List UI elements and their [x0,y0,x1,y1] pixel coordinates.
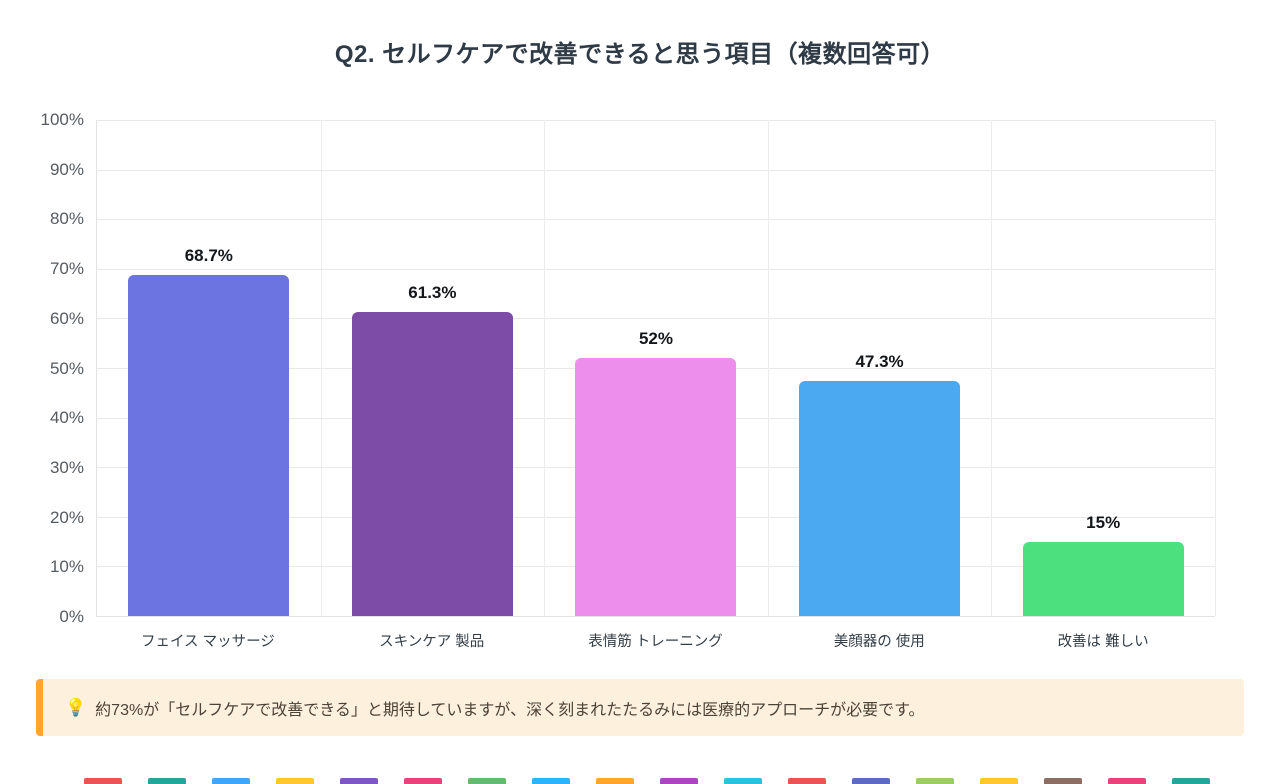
gridline-vertical [544,120,546,616]
gridline-vertical [767,120,769,616]
bars: 68.7% 61.3% 52% 47.3% 15% [97,120,1215,616]
y-tick-label: 90% [49,159,84,179]
strip-segment [276,778,314,784]
bar-value-label: 47.3% [855,352,904,372]
y-tick-label: 0% [59,607,84,626]
strip-segment [404,778,442,784]
y-tick-label: 80% [49,209,84,229]
strip-segment [1108,778,1146,784]
bar-value-label: 61.3% [408,282,457,302]
bar-slot: 68.7% [97,120,321,616]
bulb-icon: 💡 [65,697,87,717]
strip-segment [788,778,826,784]
strip-segment [84,778,122,784]
insight-note: 💡 約73%が「セルフケアで改善できる」と期待していますが、深く刻まれたたるみに… [36,679,1244,736]
bar-value-label: 15% [1086,512,1121,532]
y-tick-label: 70% [49,259,84,279]
strip-segment [852,778,890,784]
chart-title: Q2. セルフケアで改善できると思う項目（複数回答可） [334,41,946,68]
gridline-vertical [1215,120,1216,616]
gridline-horizontal [97,169,1215,171]
strip-segment [468,778,506,784]
bar[interactable] [128,275,290,616]
bar[interactable] [575,358,737,616]
bar[interactable] [1022,541,1184,616]
strip-segment [532,778,570,784]
strip-segment [1044,778,1082,784]
y-tick-label: 20% [49,507,84,527]
strip-segment [340,778,378,784]
bar-value-label: 52% [638,329,673,349]
strip-segment [660,778,698,784]
gridline-vertical [991,120,993,616]
bar-slot: 61.3% [321,120,545,616]
gridline-horizontal [97,120,1215,121]
gridline-horizontal [97,219,1215,221]
strip-segment [980,778,1018,784]
bar[interactable] [799,381,961,616]
strip-segment [724,778,762,784]
plot-area: 68.7% 61.3% 52% 47.3% 15% [96,120,1216,617]
y-axis-labels: 0% 10% 20% 30% 40% 50% 60% 70% 80% 90% 100% [28,110,92,626]
insight-note-text: 約73%が「セルフケアで改善できる」と期待していますが、深く刻まれたたるみには医… [95,701,925,719]
strip-segment [916,778,954,784]
x-axis-label: 表情筋 トレーニング [588,634,723,650]
x-axis-label: 改善は 難しい [1057,634,1149,650]
strip-segment [148,778,186,784]
cropped-bottom-strip [84,778,1280,784]
bar-slot: 52% [544,120,768,616]
x-axis-label: 美顔器の 使用 [833,634,925,650]
x-axis-label: フェイス マッサージ [140,634,275,650]
bar-slot: 15% [991,120,1215,616]
gridline-horizontal [97,318,1215,320]
y-tick-label: 60% [49,308,84,328]
x-axis-label: スキンケア 製品 [379,634,485,650]
bar-value-label: 68.7% [184,246,233,266]
bar[interactable] [351,311,513,616]
y-tick-label: 40% [49,408,84,428]
gridline-horizontal [97,268,1215,270]
x-axis-labels: フェイス マッサージ スキンケア 製品 表情筋 トレーニング 美顔器の 使用 改善は 難… [96,630,1215,651]
y-tick-label: 30% [49,457,84,477]
strip-segment [1172,778,1210,784]
y-tick-label: 10% [49,557,84,577]
y-tick-label: 50% [49,358,84,378]
gridline-vertical [320,120,322,616]
strip-segment [596,778,634,784]
bar-slot: 47.3% [768,120,992,616]
strip-segment [212,778,250,784]
y-tick-label: 100% [40,110,84,129]
